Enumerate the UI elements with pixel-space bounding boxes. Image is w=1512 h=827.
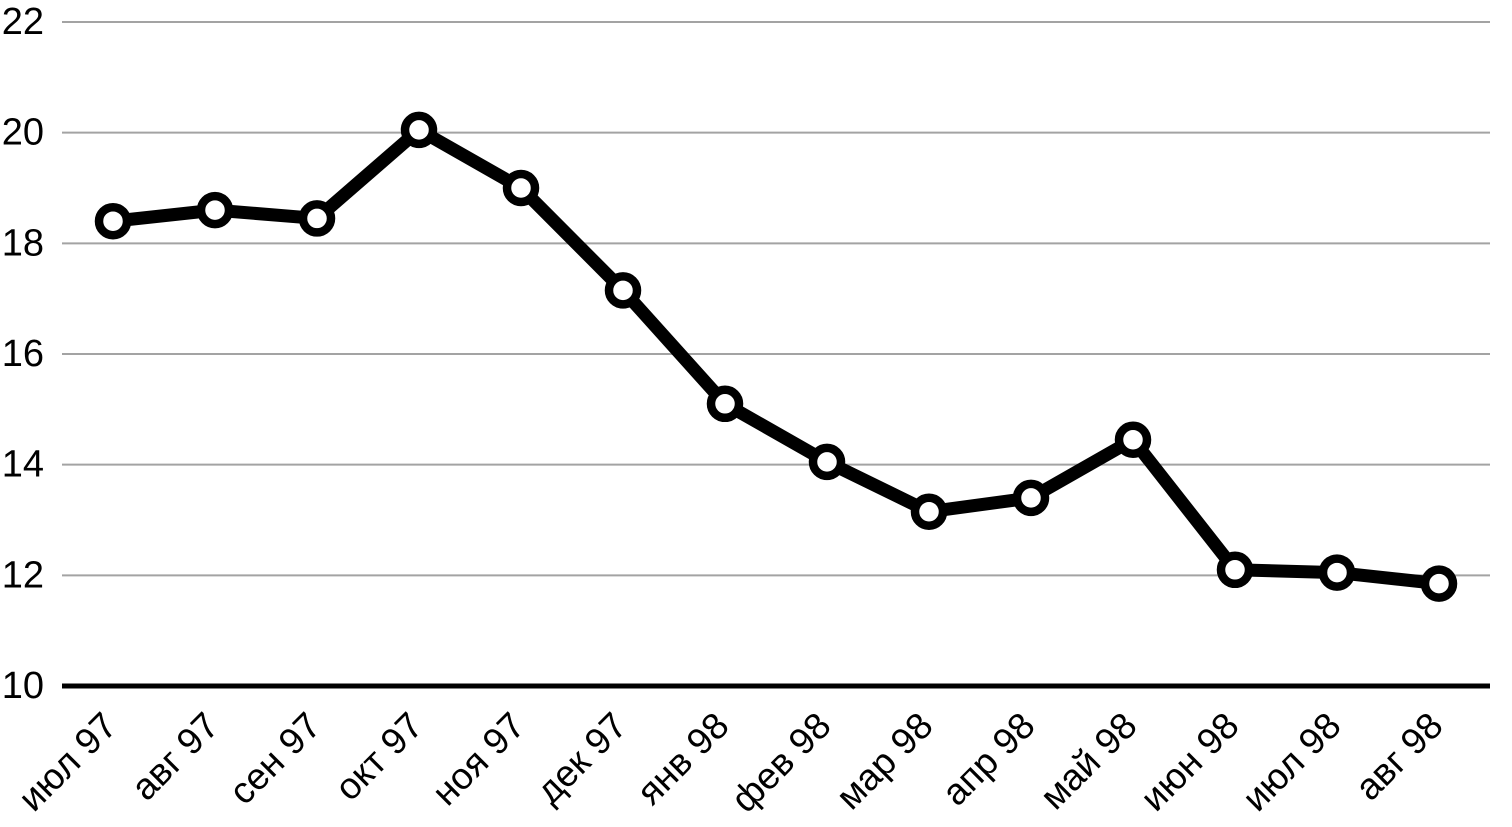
x-tick-label-6: янв 98 (629, 705, 737, 813)
x-tick-label-5: дек 97 (528, 705, 635, 812)
data-point-marker-3 (400, 111, 438, 149)
y-tick-label-12: 12 (2, 554, 44, 596)
y-tick-label-18: 18 (2, 222, 44, 264)
y-tick-label-22: 22 (2, 1, 44, 43)
data-point-marker-9 (1012, 479, 1050, 517)
data-point-marker-13 (1420, 565, 1458, 602)
data-line (106, 123, 1446, 591)
data-point-marker-4 (502, 169, 540, 207)
x-tick-label-12: июл 98 (1234, 705, 1348, 819)
y-tick-label-16: 16 (2, 333, 44, 375)
data-point-marker-11 (1216, 551, 1254, 589)
x-tick-label-11: июн 98 (1133, 705, 1247, 819)
x-tick-label-7: фев 98 (723, 705, 838, 820)
x-tick-label-4: ноя 97 (424, 705, 533, 814)
x-tick-label-2: сен 97 (221, 705, 328, 812)
data-point-marker-6 (706, 385, 744, 423)
data-point-marker-2 (298, 200, 336, 237)
data-point-marker-7 (808, 443, 846, 481)
x-tick-label-9: апр 98 (934, 705, 1043, 814)
data-point-marker-10 (1114, 421, 1152, 459)
data-point-marker-8 (910, 493, 948, 530)
x-tick-label-8: мар 98 (828, 705, 940, 817)
x-tick-label-13: авг 98 (1347, 705, 1450, 808)
y-tick-label-14: 14 (2, 444, 44, 486)
data-point-marker-5 (604, 272, 642, 309)
x-tick-label-0: июл 97 (10, 705, 124, 819)
x-tick-label-10: май 98 (1032, 705, 1145, 818)
x-tick-label-1: авг 97 (123, 705, 226, 808)
y-tick-label-10: 10 (2, 665, 44, 707)
data-point-marker-1 (196, 191, 234, 229)
y-tick-label-20: 20 (2, 112, 44, 154)
data-point-marker-0 (94, 202, 132, 240)
x-tick-label-3: окт 97 (327, 705, 431, 809)
data-point-marker-12 (1318, 554, 1356, 591)
